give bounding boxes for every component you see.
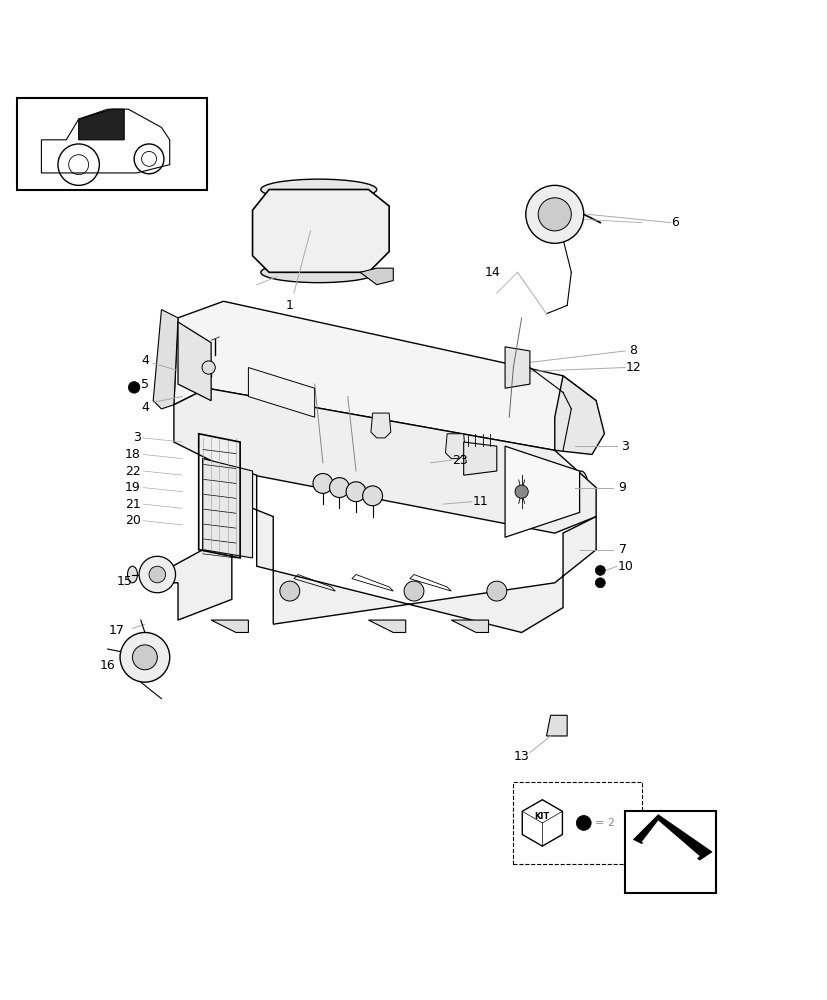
Circle shape bbox=[362, 486, 382, 506]
Polygon shape bbox=[368, 620, 405, 632]
Text: 22: 22 bbox=[125, 465, 141, 478]
Text: 20: 20 bbox=[125, 514, 141, 527]
Circle shape bbox=[280, 581, 299, 601]
Circle shape bbox=[576, 815, 590, 830]
Circle shape bbox=[595, 565, 605, 575]
Text: 4: 4 bbox=[141, 401, 149, 414]
Bar bbox=[17, 98, 207, 190]
Polygon shape bbox=[463, 442, 496, 475]
Ellipse shape bbox=[206, 360, 216, 366]
Ellipse shape bbox=[571, 471, 587, 512]
Polygon shape bbox=[633, 815, 711, 860]
Text: = 2: = 2 bbox=[594, 818, 614, 828]
Circle shape bbox=[346, 482, 366, 502]
Text: 7: 7 bbox=[618, 543, 626, 556]
Text: 6: 6 bbox=[670, 216, 678, 229]
Circle shape bbox=[595, 578, 605, 588]
Polygon shape bbox=[504, 446, 579, 537]
Text: 13: 13 bbox=[513, 750, 529, 763]
Polygon shape bbox=[178, 322, 211, 401]
Polygon shape bbox=[203, 459, 252, 558]
Polygon shape bbox=[546, 715, 566, 736]
Ellipse shape bbox=[208, 335, 222, 342]
Text: 3: 3 bbox=[132, 431, 141, 444]
Text: 23: 23 bbox=[451, 454, 467, 467]
Circle shape bbox=[149, 566, 165, 583]
Circle shape bbox=[525, 185, 583, 243]
Text: 19: 19 bbox=[125, 481, 141, 494]
Circle shape bbox=[139, 556, 175, 593]
Text: KIT: KIT bbox=[534, 812, 549, 821]
Text: 16: 16 bbox=[100, 659, 116, 672]
Text: 3: 3 bbox=[620, 440, 629, 453]
Ellipse shape bbox=[127, 566, 137, 583]
Text: 5: 5 bbox=[141, 378, 149, 391]
Text: 17: 17 bbox=[108, 624, 124, 637]
Ellipse shape bbox=[496, 469, 513, 514]
Circle shape bbox=[313, 474, 332, 493]
Circle shape bbox=[538, 198, 571, 231]
Text: 12: 12 bbox=[624, 361, 641, 374]
Polygon shape bbox=[445, 434, 465, 459]
Circle shape bbox=[132, 645, 157, 670]
Polygon shape bbox=[211, 620, 248, 632]
Polygon shape bbox=[252, 190, 389, 272]
Circle shape bbox=[120, 632, 170, 682]
Circle shape bbox=[486, 581, 506, 601]
Polygon shape bbox=[360, 268, 393, 285]
Ellipse shape bbox=[523, 460, 552, 524]
Text: 1: 1 bbox=[285, 299, 294, 312]
Polygon shape bbox=[641, 820, 699, 860]
Text: 4: 4 bbox=[141, 354, 149, 367]
Text: 18: 18 bbox=[125, 448, 141, 461]
Polygon shape bbox=[370, 413, 390, 438]
Polygon shape bbox=[174, 388, 595, 533]
Text: 14: 14 bbox=[484, 266, 500, 279]
Text: 10: 10 bbox=[616, 560, 633, 573]
Polygon shape bbox=[153, 310, 178, 409]
Circle shape bbox=[329, 478, 349, 498]
Polygon shape bbox=[554, 376, 604, 454]
Text: 8: 8 bbox=[629, 344, 637, 357]
Polygon shape bbox=[157, 459, 595, 632]
Polygon shape bbox=[79, 109, 124, 140]
Polygon shape bbox=[248, 368, 314, 417]
Ellipse shape bbox=[261, 262, 376, 283]
Text: 9: 9 bbox=[618, 481, 626, 494]
Circle shape bbox=[202, 361, 215, 374]
Polygon shape bbox=[522, 800, 562, 846]
Polygon shape bbox=[451, 620, 488, 632]
Circle shape bbox=[404, 581, 423, 601]
Bar bbox=[513, 782, 641, 864]
Text: 15: 15 bbox=[117, 575, 132, 588]
Bar bbox=[624, 810, 715, 893]
Polygon shape bbox=[504, 347, 529, 388]
Polygon shape bbox=[174, 301, 595, 450]
Circle shape bbox=[128, 382, 140, 393]
Circle shape bbox=[514, 485, 528, 498]
Text: 11: 11 bbox=[471, 495, 488, 508]
Text: 21: 21 bbox=[125, 498, 141, 511]
Ellipse shape bbox=[261, 179, 376, 200]
